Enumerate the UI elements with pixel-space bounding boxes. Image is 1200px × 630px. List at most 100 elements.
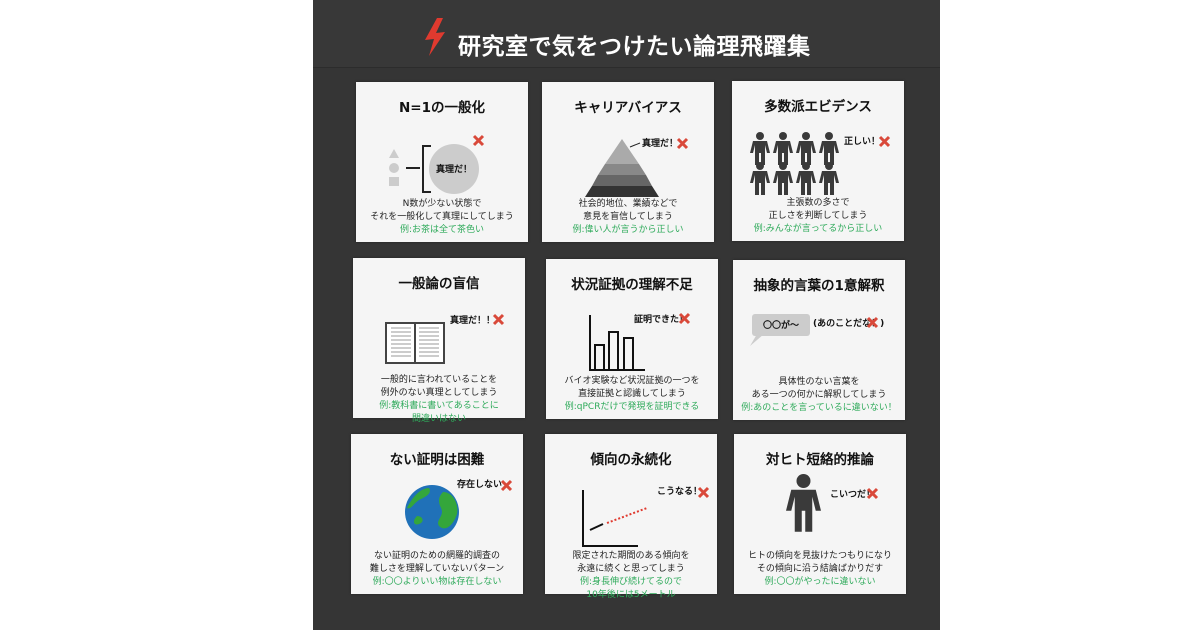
person-icon (750, 132, 770, 165)
description-line: 正しさを判断してしまう (768, 211, 868, 221)
card-illustration: こうなる！ (582, 486, 710, 547)
cross-mark-icon (678, 312, 691, 325)
illustration-label: 正しい！ (844, 136, 880, 147)
card-title: キャリアバイアス (574, 100, 682, 116)
description-line: 難しさを理解していないパターン (369, 564, 505, 574)
description-line: N数が少ない状態で (402, 199, 482, 209)
illustration-label: こうなる！ (657, 486, 702, 497)
infographic-panel: 研究室で気をつけたい論理飛躍集 N=1の一般化真理だ！ N数が少ない状態でそれを一… (313, 0, 940, 630)
fallacy-card: ない証明は困難存在しないない証明のための網羅的調査の 難しさを理解していないパター… (351, 434, 523, 594)
book-icon (385, 322, 445, 364)
cross-mark-icon (878, 135, 891, 148)
shapes-icon (389, 145, 431, 193)
description-line: 主張数の多さで (786, 198, 850, 208)
cross-mark-icon (866, 487, 879, 500)
cross-mark-icon (866, 316, 879, 329)
card-illustration: 〇〇が〜 (あのことだな！) (750, 314, 884, 346)
globe-icon (405, 485, 459, 539)
bar-chart-icon (589, 315, 645, 371)
trend-line-icon (582, 490, 648, 547)
description-line: 意見を盲信してしまう (583, 212, 673, 222)
card-description: 具体性のない言葉をある一つの何かに解釈してしまう 例:あのことを言っているに違いな… (733, 376, 905, 415)
description-line: ない証明のための網羅的調査の (373, 551, 500, 561)
description-line: それを一般化して真理にしてしまう (370, 212, 514, 222)
card-illustration: 真理だ！！ (385, 313, 505, 364)
card-description: 限定された期間のある傾向を 永遠に続くと思ってしまう 例:身長伸び続けてるので 10年… (545, 550, 717, 602)
person-icon (796, 132, 816, 165)
card-description: ない証明のための網羅的調査の 難しさを理解していないパターン 例:〇〇よりいい物は存… (351, 550, 523, 589)
card-illustration: 証明できた！ (589, 312, 691, 371)
example-line: 例:お茶は全て茶色い (399, 225, 485, 235)
illustration-label: こいつだ！ (830, 489, 875, 500)
person-icon (796, 162, 816, 195)
fallacy-card: N=1の一般化真理だ！ N数が少ない状態でそれを一般化して真理にしてしまう 例:お茶… (356, 82, 528, 242)
card-illustration: こいつだ！ (786, 474, 879, 532)
person-icon (773, 162, 793, 195)
fallacy-card: 傾向の永続化こうなる！ 限定された期間のある傾向を 永遠に続くと思ってしまう 例:身長… (545, 434, 717, 600)
description-line: 限定された期間のある傾向を (572, 551, 690, 561)
cross-mark-icon (697, 486, 710, 499)
cross-mark-icon (500, 479, 513, 492)
example-line: 例:あのことを言っているに違いない！ (741, 403, 897, 413)
description-line: 直接証拠と認識してしまう (578, 389, 686, 399)
fallacy-card: 一般論の盲信真理だ！！ 一般的に言われていることを 例外のない真理としてしまう 例:教… (353, 258, 525, 424)
card-description: ヒトの傾向を見抜けたつもりになり その傾向に沿う結論ばかりだす 例:〇〇がやったに違… (734, 550, 906, 589)
fallacy-card: 多数派エビデンス正しい！ 主張数の多さで正しさを判断してしまう例:みんなが言ってる… (732, 81, 904, 241)
person-icon (786, 474, 821, 532)
card-description: N数が少ない状態でそれを一般化して真理にしてしまう 例:お茶は全て茶色い (356, 198, 528, 237)
person-icon (819, 162, 839, 195)
card-title: 一般論の盲信 (398, 276, 480, 292)
card-title: N=1の一般化 (398, 100, 485, 116)
example-line: 例:〇〇よりいい物は存在しない (372, 577, 502, 587)
example-line: 例:偉い人が言うから正しい (572, 225, 684, 235)
card-description: 主張数の多さで正しさを判断してしまう例:みんなが言ってるから正しい (732, 197, 904, 236)
cross-mark-icon (492, 313, 505, 326)
illustration-label: 証明できた！ (634, 313, 688, 325)
description-line: その傾向に沿う結論ばかりだす (756, 564, 884, 574)
person-icon (773, 132, 793, 165)
person-icon (750, 162, 770, 195)
fallacy-card: 対ヒト短絡的推論こいつだ！ ヒトの傾向を見抜けたつもりになり その傾向に沿う結論ばか… (734, 434, 906, 594)
description-line: 具体性のない言葉を (778, 377, 860, 387)
description-line: 社会的地位、業績などで (578, 199, 678, 209)
illustration-label: 真理だ！ (642, 137, 678, 149)
fallacy-card: 抽象的言葉の1意解釈〇〇が〜 (あのことだな！) 具体性のない言葉をある一つの何かに… (733, 260, 905, 420)
card-description: 一般的に言われていることを 例外のない真理としてしまう 例:教科書に書いてあることに… (353, 374, 525, 426)
illustration-label: (あのことだな！) (813, 318, 884, 329)
truth-circle (429, 144, 479, 194)
example-line: 例:教科書に書いてあることに (379, 401, 499, 411)
example-line: 例:身長伸び続けてるので (579, 577, 683, 587)
example-line: 間違いはない (411, 414, 466, 424)
card-title: 対ヒト短絡的推論 (766, 452, 874, 468)
fallacy-card: 状況証拠の理解不足証明できた！ バイオ実験など状況証拠の一つを 直接証拠と認識してし… (546, 259, 718, 419)
illustration-label: 真理だ！ (436, 163, 472, 175)
card-illustration: 正しい！ (750, 132, 891, 195)
card-description: バイオ実験など状況証拠の一つを 直接証拠と認識してしまう例:qPCRだけで発現を証… (546, 375, 718, 414)
pyramid-icon (585, 139, 659, 197)
lightning-icon (425, 18, 445, 56)
fallacy-card: キャリアバイアス真理だ！ 社会的地位、業績などで 意見を盲信してしまう例:偉い人が言… (542, 82, 714, 242)
cross-mark-icon (472, 134, 485, 147)
speech-bubble-icon (750, 314, 810, 346)
card-title: ない証明は困難 (389, 452, 485, 468)
card-title: 多数派エビデンス (764, 99, 872, 115)
card-illustration: 存在しない (405, 478, 513, 539)
illustration-label: 真理だ！！ (450, 314, 495, 326)
card-title: 状況証拠の理解不足 (571, 277, 693, 293)
card-title: 傾向の永続化 (590, 452, 672, 468)
description-line: ヒトの傾向を見抜けたつもりになり (747, 551, 892, 561)
description-line: 例外のない真理としてしまう (380, 388, 498, 398)
card-illustration: 真理だ！ (585, 137, 689, 197)
card-illustration: 真理だ！ (389, 134, 485, 194)
description-line: 一般的に言われていることを (380, 375, 498, 385)
page-title: 研究室で気をつけたい論理飛躍集 (458, 34, 811, 60)
description-line: ある一つの何かに解釈してしまう (751, 390, 887, 400)
cross-mark-icon (676, 137, 689, 150)
card-description: 社会的地位、業績などで 意見を盲信してしまう例:偉い人が言うから正しい (542, 198, 714, 237)
card-title: 抽象的言葉の1意解釈 (753, 278, 885, 294)
illustration-label: 存在しない (457, 478, 502, 490)
description-line: バイオ実験など状況証拠の一つを (564, 376, 700, 386)
example-line: 例:qPCRだけで発現を証明できる (564, 402, 700, 412)
description-line: 永遠に続くと思ってしまう (577, 564, 685, 574)
example-line: 例:みんなが言ってるから正しい (753, 224, 883, 234)
